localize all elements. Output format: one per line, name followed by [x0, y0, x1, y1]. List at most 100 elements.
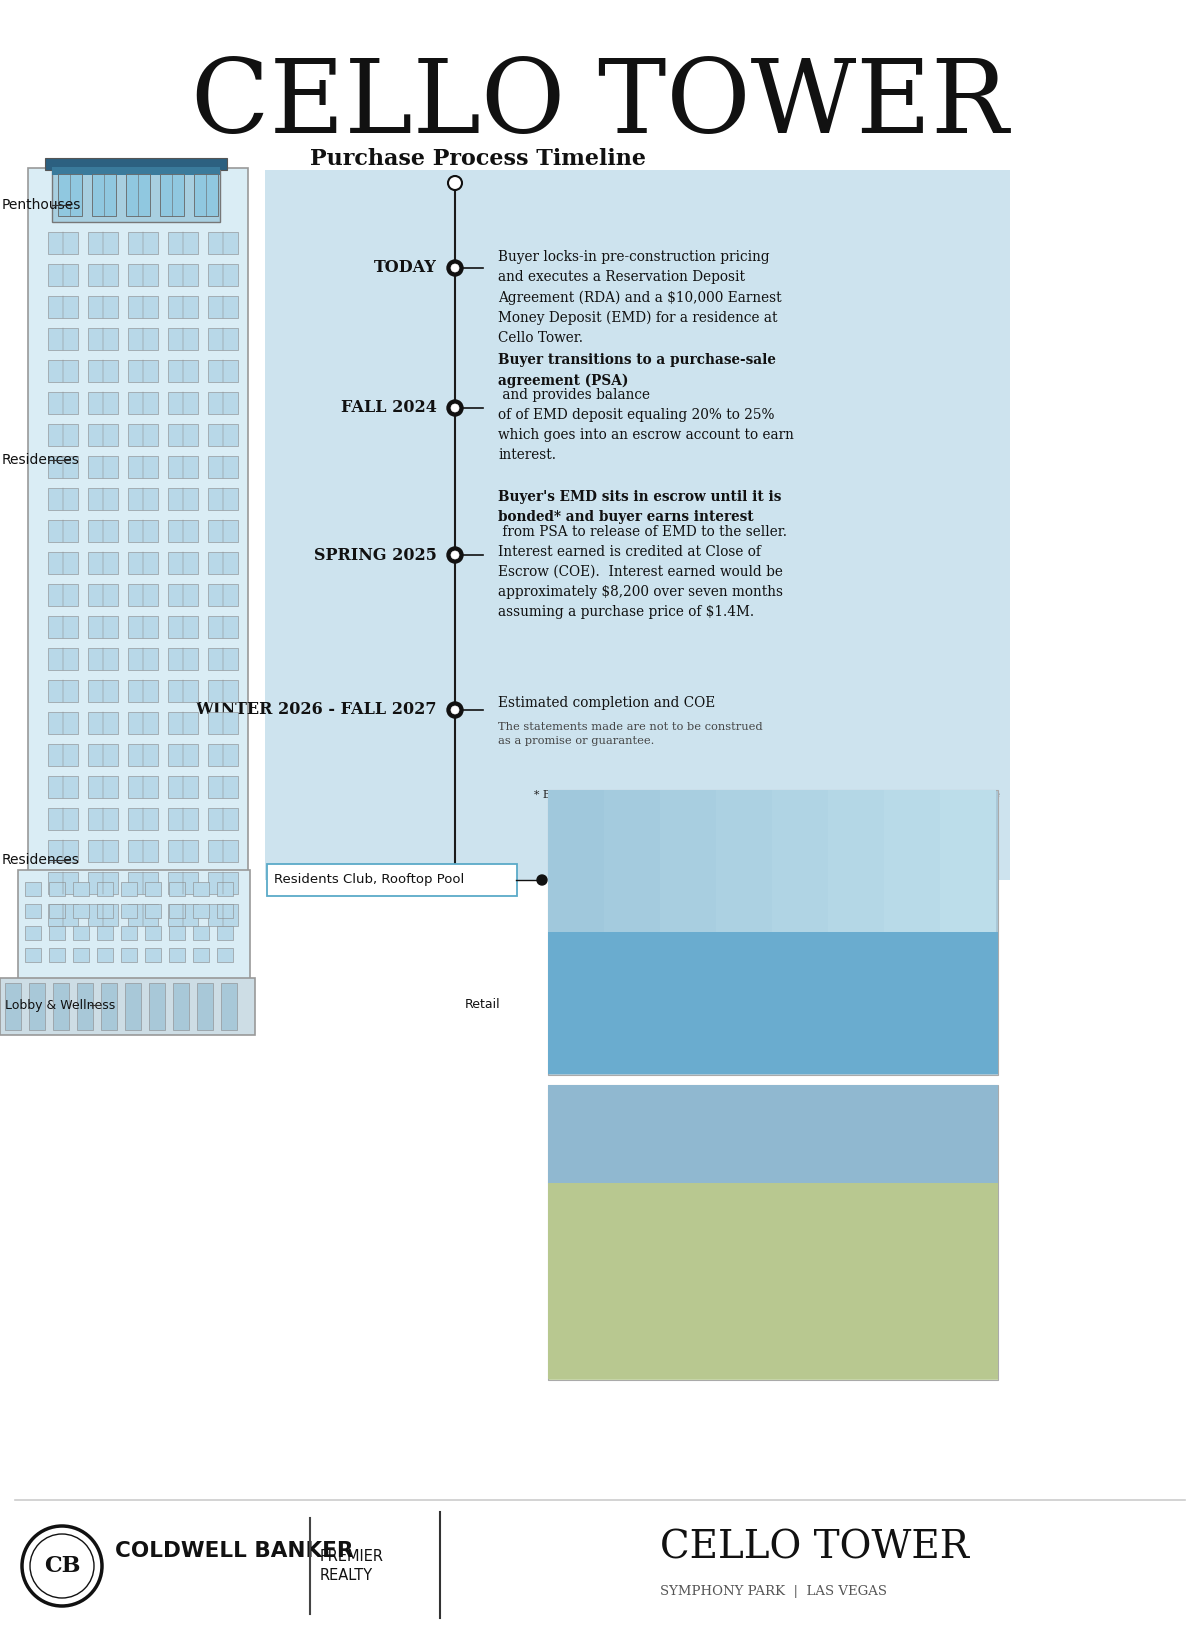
Bar [208, 361, 238, 382]
Bar [128, 681, 158, 702]
Bar [48, 521, 78, 542]
Bar [58, 175, 82, 215]
Bar [48, 392, 78, 415]
Text: COLDWELL BANKER: COLDWELL BANKER [115, 1541, 353, 1560]
Bar [88, 744, 118, 765]
Text: Buyer's EMD sits in escrow until it is
bonded* and buyer earns interest: Buyer's EMD sits in escrow until it is b… [498, 490, 781, 524]
Bar [88, 904, 118, 925]
Bar [716, 790, 772, 932]
Bar [168, 615, 198, 638]
Bar [548, 1085, 998, 1183]
Bar [128, 424, 158, 446]
Bar [128, 615, 158, 638]
Bar [168, 424, 198, 446]
Bar [48, 775, 78, 798]
Bar [145, 948, 161, 961]
Bar [169, 948, 185, 961]
Bar [128, 712, 158, 734]
Bar [660, 790, 716, 932]
Bar [88, 392, 118, 415]
Bar [128, 361, 158, 382]
Bar [88, 552, 118, 574]
Bar [48, 681, 78, 702]
Bar [208, 488, 238, 509]
Bar [208, 744, 238, 765]
Bar [208, 871, 238, 894]
Bar [48, 361, 78, 382]
Bar [168, 392, 198, 415]
Bar [121, 948, 137, 961]
Bar [88, 712, 118, 734]
Text: Buyer transitions to a purchase-sale
agreement (PSA): Buyer transitions to a purchase-sale agr… [498, 353, 776, 388]
Bar [160, 175, 184, 215]
FancyBboxPatch shape [266, 863, 517, 896]
Bar [221, 982, 238, 1030]
Bar [48, 455, 78, 478]
Bar [168, 488, 198, 509]
Bar [168, 840, 198, 862]
Bar [48, 808, 78, 831]
Bar [772, 790, 828, 932]
Bar [128, 871, 158, 894]
Circle shape [538, 875, 547, 885]
Bar [208, 840, 238, 862]
Bar [265, 170, 1010, 880]
Bar [88, 488, 118, 509]
Bar [128, 904, 158, 925]
Bar [169, 881, 185, 896]
Text: Residents Club, Rooftop Pool: Residents Club, Rooftop Pool [274, 873, 464, 886]
Text: FALL 2024: FALL 2024 [341, 400, 437, 416]
Bar [48, 424, 78, 446]
Bar [884, 790, 940, 932]
Bar [548, 1183, 998, 1379]
Bar [73, 904, 89, 917]
Bar [48, 744, 78, 765]
Bar [208, 648, 238, 671]
Bar [73, 948, 89, 961]
Bar [217, 925, 233, 940]
Circle shape [451, 264, 458, 273]
Bar [121, 881, 137, 896]
Bar [88, 871, 118, 894]
Bar [208, 615, 238, 638]
Circle shape [448, 176, 462, 189]
Bar [604, 790, 660, 932]
Bar [88, 681, 118, 702]
Bar [25, 904, 41, 917]
Text: Residences: Residences [2, 454, 80, 467]
Bar [193, 881, 209, 896]
Bar [48, 552, 78, 574]
Bar [208, 521, 238, 542]
Text: * Bonded refers to an insurance bond, which is a type of insurance purchased by : * Bonded refers to an insurance bond, wh… [534, 790, 1000, 814]
Bar [48, 712, 78, 734]
Circle shape [451, 405, 458, 411]
Bar [173, 982, 190, 1030]
Bar [48, 264, 78, 286]
Text: WINTER 2026 - FALL 2027: WINTER 2026 - FALL 2027 [196, 702, 437, 718]
Bar [121, 904, 137, 917]
Bar [128, 808, 158, 831]
Bar [548, 790, 998, 1075]
Bar [49, 881, 65, 896]
Bar [25, 948, 41, 961]
Bar [48, 615, 78, 638]
Bar [168, 904, 198, 925]
Bar [88, 424, 118, 446]
Text: Penthouses: Penthouses [2, 197, 82, 212]
Bar [208, 775, 238, 798]
Bar [73, 881, 89, 896]
Bar [208, 424, 238, 446]
Bar [193, 948, 209, 961]
Bar [128, 775, 158, 798]
Bar [168, 871, 198, 894]
Bar [92, 175, 116, 215]
Bar [168, 744, 198, 765]
Bar [88, 232, 118, 255]
Bar [145, 881, 161, 896]
Bar [145, 925, 161, 940]
Text: Buyer locks-in pre-construction pricing
and executes a Reservation Deposit
Agree: Buyer locks-in pre-construction pricing … [498, 250, 781, 346]
Bar [88, 840, 118, 862]
Bar [128, 840, 158, 862]
Bar [168, 681, 198, 702]
Bar [168, 455, 198, 478]
